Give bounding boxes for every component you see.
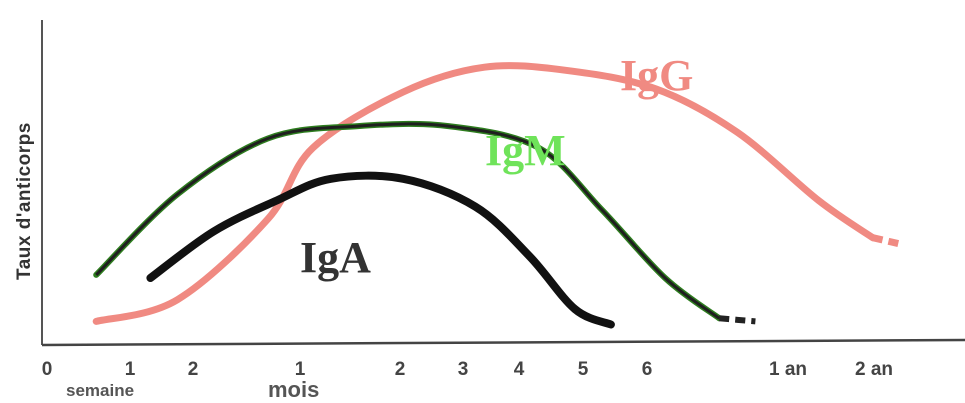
x-tick-label: 3: [458, 359, 469, 380]
series-tail-igm: [719, 315, 756, 325]
series-layer: IgG IgM IgA: [92, 51, 901, 329]
series-label-iga: IgA: [300, 233, 371, 282]
x-tick-label: 5: [578, 359, 589, 380]
x-tick-layer: 0 1 2 1 2 3 4 5 6 1 an 2 an: [42, 359, 893, 380]
x-tick-label: 2: [188, 359, 199, 380]
x-unit-mois: mois: [268, 377, 319, 402]
series-label-igm: IgM: [485, 126, 566, 175]
series-line-iga: [146, 171, 615, 329]
y-axis-label: Taux d'anticorps: [14, 122, 35, 280]
x-tick-label: 1: [125, 359, 136, 380]
x-tick-label: 1: [295, 359, 306, 380]
x-tick-label: 2: [395, 359, 406, 380]
series-label-igg: IgG: [620, 51, 693, 100]
series-line-igm-core: [95, 122, 721, 320]
x-axis: [41, 338, 965, 347]
x-tick-label: 2 an: [855, 359, 893, 380]
x-tick-label: 6: [642, 359, 653, 380]
x-tick-label: 1 an: [769, 359, 807, 380]
x-unit-semaine: semaine: [66, 381, 134, 400]
x-tick-label: 4: [514, 359, 525, 380]
series-tail-igg: [872, 234, 901, 248]
series-line-igg: [92, 62, 877, 325]
x-tick-label: 0: [42, 359, 53, 380]
